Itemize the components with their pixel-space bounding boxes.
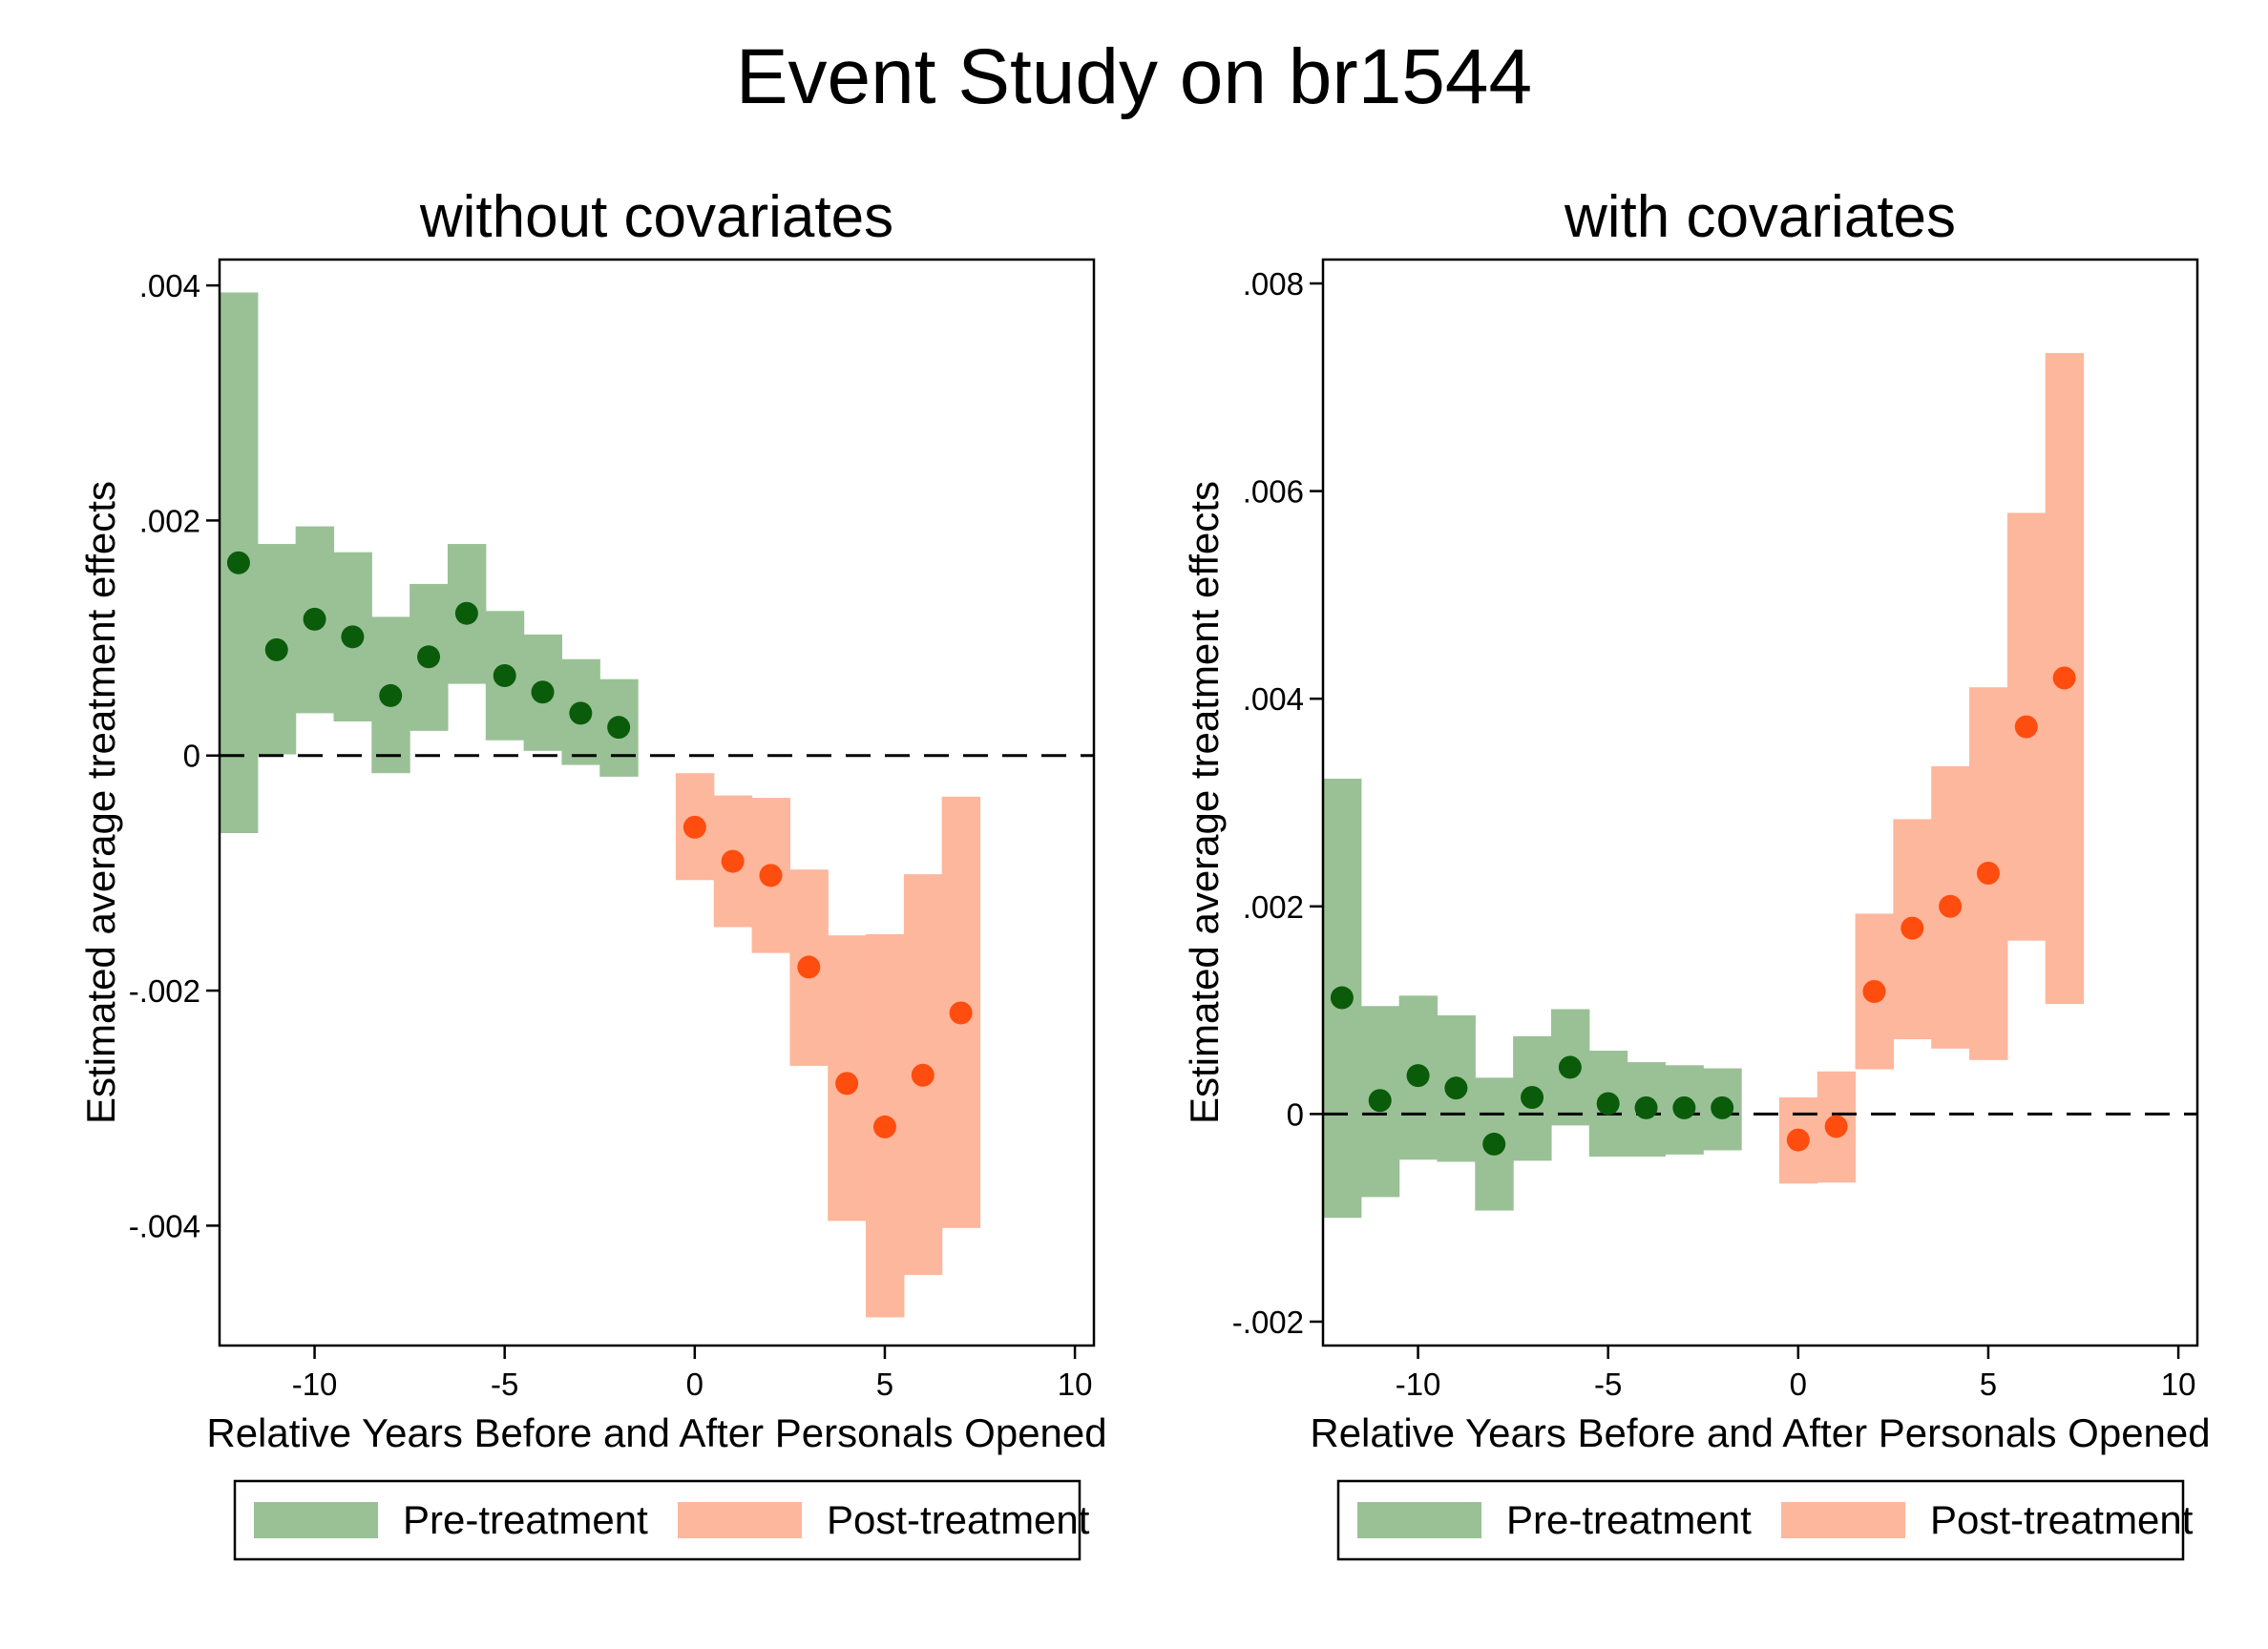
- y-tick-label: -.004: [129, 1208, 200, 1243]
- y-tick-label: .008: [1243, 266, 1304, 302]
- post-point: [1900, 916, 1924, 940]
- post-point: [2052, 666, 2076, 690]
- x-tick-label: 10: [2161, 1367, 2196, 1402]
- pre-point: [1330, 986, 1354, 1010]
- x-axis: -10 -5 0 5 10: [292, 1346, 1093, 1402]
- legend-swatch-pre: [254, 1502, 378, 1538]
- plot-frame: [218, 258, 1096, 1347]
- post-point: [1976, 861, 2000, 885]
- x-tick-label: 5: [1980, 1367, 1997, 1402]
- legend-label-pre: Pre-treatment: [403, 1497, 648, 1542]
- y-tick-label: .002: [139, 503, 200, 538]
- legend-label-post: Post-treatment: [827, 1497, 1090, 1542]
- post-point: [721, 849, 745, 873]
- estimate-points: [1330, 666, 2076, 1156]
- legend: Pre-treatment Post-treatment: [1336, 1479, 2194, 1561]
- pre-point: [607, 716, 631, 740]
- y-axis-label: Estimated average treatment effects: [78, 481, 123, 1124]
- pre-point: [1368, 1089, 1392, 1113]
- y-tick-label: 0: [1287, 1096, 1304, 1132]
- pre-point: [379, 683, 403, 707]
- pre-point: [454, 601, 478, 625]
- y-tick-label: .006: [1243, 474, 1304, 510]
- legend-label-post: Post-treatment: [1930, 1497, 2194, 1542]
- pre-point: [417, 645, 441, 669]
- y-tick-label: 0: [183, 739, 200, 774]
- legend-swatch-post: [678, 1502, 802, 1538]
- pre-point: [1406, 1064, 1430, 1088]
- legend-swatch-pre: [1357, 1502, 1481, 1538]
- confidence-bands: [220, 292, 981, 1318]
- pre-point: [303, 607, 326, 631]
- panel-without-covariates: without covariates .004 .002 0 -.002 -.004 -10…: [78, 184, 1107, 1561]
- y-tick-label: .004: [1243, 681, 1304, 717]
- y-axis-label: Estimated average treatment effects: [1182, 481, 1227, 1124]
- pre-point: [1672, 1096, 1696, 1119]
- y-tick-label: -.002: [1232, 1305, 1304, 1340]
- post-point: [1862, 980, 1886, 1004]
- y-tick-label: -.002: [129, 973, 200, 1009]
- x-axis-label: Relative Years Before and After Personal…: [206, 1410, 1106, 1455]
- y-axis: .008 .006 .004 .002 0 -.002: [1232, 266, 1323, 1340]
- y-tick-label: .002: [1243, 889, 1304, 925]
- x-tick-label: 5: [876, 1367, 893, 1402]
- post-point: [797, 955, 821, 979]
- pre-point: [226, 551, 250, 574]
- x-tick-label: -10: [292, 1367, 338, 1402]
- x-tick-label: -5: [491, 1367, 518, 1402]
- post-point: [1824, 1115, 1848, 1138]
- legend-label-pre: Pre-treatment: [1506, 1497, 1752, 1542]
- pre-point: [1444, 1076, 1468, 1100]
- x-tick-label: 0: [686, 1367, 704, 1402]
- post-point: [1786, 1128, 1810, 1152]
- figure-title: Event Study on br1544: [736, 33, 1532, 120]
- post-point: [949, 1001, 973, 1025]
- post-point: [872, 1115, 896, 1138]
- estimate-points: [226, 551, 973, 1138]
- y-tick-label: .004: [139, 268, 200, 303]
- pre-point: [531, 680, 555, 704]
- pre-point: [1482, 1132, 1506, 1156]
- post-point: [835, 1072, 859, 1096]
- post-point: [682, 815, 706, 839]
- panel-title: without covariates: [419, 184, 893, 250]
- pre-point: [1711, 1096, 1734, 1119]
- legend-swatch-post: [1781, 1502, 1905, 1538]
- pre-point: [1634, 1096, 1658, 1119]
- post-point: [2014, 715, 2038, 739]
- confidence-bands: [1323, 352, 2085, 1219]
- post-point: [1939, 894, 1963, 918]
- y-axis: .004 .002 0 -.002 -.004: [129, 268, 220, 1243]
- pre-point: [569, 701, 593, 725]
- panel-title: with covariates: [1564, 184, 1956, 250]
- x-tick-label: 0: [1790, 1367, 1807, 1402]
- x-axis-label: Relative Years Before and After Personal…: [1310, 1410, 2210, 1455]
- pre-point: [264, 637, 288, 661]
- plot-frame: [1321, 258, 2199, 1347]
- pre-point: [493, 663, 516, 687]
- post-point: [911, 1063, 934, 1087]
- pre-point: [1521, 1085, 1544, 1109]
- panel-with-covariates: with covariates .008 .006 .004 .002 0 -.002 -10…: [1182, 184, 2211, 1561]
- x-axis: -10 -5 0 5 10: [1396, 1346, 2196, 1402]
- x-tick-label: -5: [1594, 1367, 1622, 1402]
- x-tick-label: 10: [1058, 1367, 1093, 1402]
- x-tick-label: -10: [1396, 1367, 1441, 1402]
- pre-point: [1558, 1055, 1582, 1079]
- pre-point: [341, 625, 365, 649]
- post-point: [759, 864, 783, 887]
- pre-point: [1596, 1092, 1620, 1116]
- legend: Pre-treatment Post-treatment: [233, 1479, 1090, 1561]
